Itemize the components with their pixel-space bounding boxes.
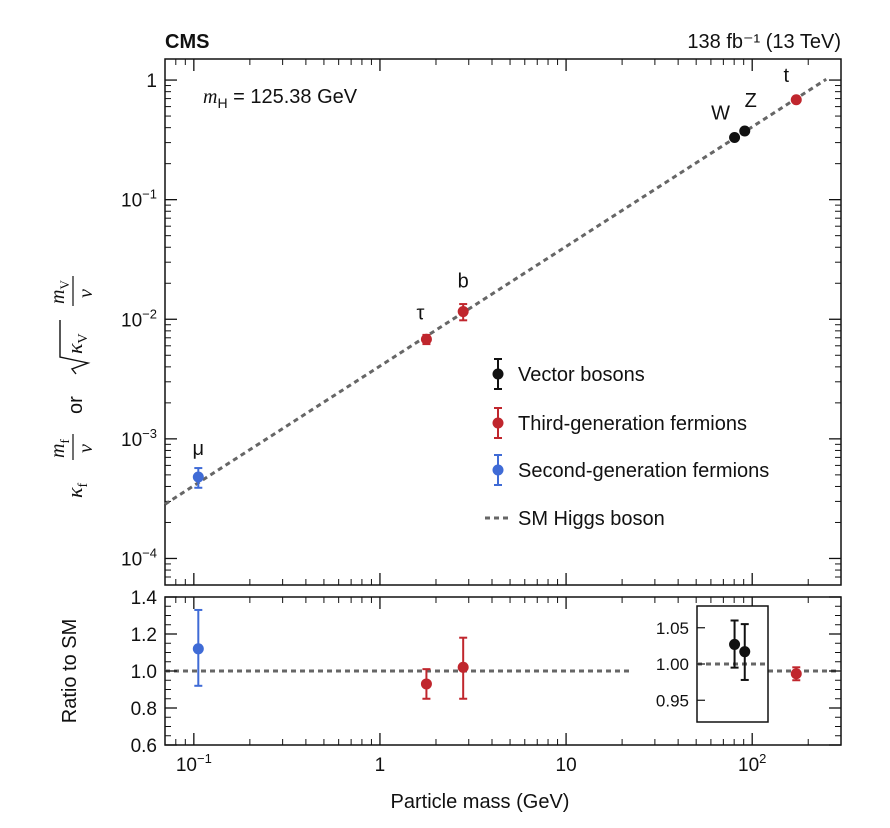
legend-label-third-generation: Third-generation fermions <box>518 413 747 435</box>
inset-y-tick-label: 1.05 <box>656 619 689 638</box>
legend-marker-second <box>492 464 504 476</box>
main-y-tick-label: 10−3 <box>121 426 157 451</box>
ylabel-mv: mV <box>47 280 72 304</box>
main-y-tick-label: 10−2 <box>121 306 157 331</box>
x-tick-label: 10 <box>556 755 577 776</box>
main-y-tick-label: 10−1 <box>121 187 157 212</box>
ratio-y-tick-label: 1.4 <box>131 588 158 609</box>
x-tick-label: 1 <box>375 755 386 776</box>
ylabel-mf: mf <box>47 439 72 458</box>
ylabel-v-vector: v <box>75 289 97 298</box>
ratio-point-τ <box>420 678 432 690</box>
luminosity-label: 138 fb⁻¹ (13 TeV) <box>687 31 841 53</box>
legend-entry-sm-higgs: SM Higgs boson <box>485 508 665 530</box>
ylabel-kappa-v: κV <box>62 333 91 354</box>
particle-label-τ: τ <box>416 302 424 324</box>
legend-marker-third <box>492 417 504 429</box>
legend-entry-second-generation: Second-generation fermions <box>492 454 769 486</box>
legend-entry-third-generation: Third-generation fermions <box>492 407 747 439</box>
ylabel-kappa-f: κf <box>62 482 91 498</box>
mass-symbol: m <box>203 86 217 108</box>
ratio-y-tick-label: 0.6 <box>131 736 157 757</box>
ratio-y-tick-label: 1.0 <box>131 662 157 683</box>
particle-label-W: W <box>711 102 730 124</box>
main-point-b <box>457 306 469 318</box>
inset-y-tick-label: 1.00 <box>656 655 689 674</box>
ratio-data-points <box>192 608 802 700</box>
ratio-point-μ <box>192 643 204 655</box>
inset-y-ticks: 0.95 1.00 1.05 <box>656 619 768 710</box>
x-tick-label: 10−1 <box>176 751 212 776</box>
particle-label-μ: μ <box>193 438 205 460</box>
ratio-y-axis-label: Ratio to SM <box>59 619 81 723</box>
main-point-W <box>729 131 741 143</box>
main-y-tick-label: 1 <box>146 71 157 92</box>
ratio-x-ticks: 10−1 1 10 102 <box>164 597 842 776</box>
ylabel-fermion-term: κf mf v <box>47 434 97 498</box>
legend: Vector bosons Third-generation fermions … <box>485 358 769 530</box>
legend-label-vector-bosons: Vector bosons <box>518 364 645 386</box>
ylabel-vector-term: κV mV v <box>47 276 97 375</box>
main-point-τ <box>420 333 432 345</box>
main-point-t <box>790 94 802 106</box>
experiment-label: CMS <box>165 31 209 53</box>
main-data-points: WZτ b t μ <box>192 65 802 489</box>
main-plot-panel: 10−4 10−3 10−2 10−1 1 WZτ b t μ mH = 125.38 GeV… <box>121 58 842 586</box>
x-tick-label: 102 <box>738 751 766 776</box>
inset-y-tick-label: 0.95 <box>656 691 689 710</box>
main-y-axis-label: κf mf v or κV mV v <box>47 276 97 498</box>
mass-value: = 125.38 GeV <box>228 86 358 108</box>
ylabel-or: or <box>65 396 87 414</box>
main-y-tick-label: 10−4 <box>121 545 157 570</box>
main-point-μ <box>192 471 204 483</box>
particle-label-t: t <box>783 65 789 87</box>
main-y-ticks: 10−4 10−3 10−2 10−1 1 <box>121 71 841 586</box>
main-point-Z <box>739 125 751 137</box>
legend-label-sm-higgs: SM Higgs boson <box>518 508 665 530</box>
legend-label-second-generation: Second-generation fermions <box>518 460 769 482</box>
main-x-ticks <box>164 59 842 585</box>
ratio-y-tick-label: 1.2 <box>131 625 157 646</box>
ylabel-v-fermion: v <box>75 444 97 453</box>
legend-entry-vector-bosons: Vector bosons <box>492 358 645 390</box>
legend-marker-vector <box>492 368 504 380</box>
sm-higgs-reference-line <box>164 78 828 506</box>
particle-label-b: b <box>458 271 469 293</box>
main-plot-frame <box>164 58 842 586</box>
mass-annotation: mH = 125.38 GeV <box>203 86 358 111</box>
ratio-point-t <box>790 668 802 680</box>
inset-point-Z <box>739 646 751 658</box>
ratio-plot-panel: 0.6 0.8 1.0 1.2 1.4 10−1 1 10 102 0.95 1.00 1.05 <box>131 588 842 776</box>
inset-data-points <box>729 619 751 681</box>
ratio-y-tick-label: 0.8 <box>131 699 157 720</box>
ratio-y-ticks: 0.6 0.8 1.0 1.2 1.4 <box>131 588 841 757</box>
ratio-inset: 0.95 1.00 1.05 <box>656 605 769 723</box>
mass-subscript: H <box>217 95 227 111</box>
ratio-point-b <box>457 661 469 673</box>
particle-label-Z: Z <box>745 90 757 112</box>
inset-point-W <box>729 638 741 650</box>
x-axis-label: Particle mass (GeV) <box>391 791 570 813</box>
